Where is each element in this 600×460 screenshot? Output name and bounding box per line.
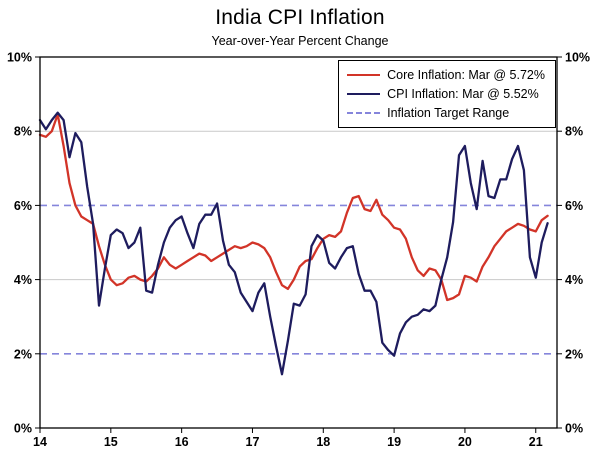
- svg-text:0%: 0%: [14, 422, 32, 436]
- svg-text:8%: 8%: [565, 125, 583, 139]
- legend-label-cpi: CPI Inflation: Mar @ 5.52%: [387, 86, 539, 101]
- svg-text:17: 17: [246, 435, 260, 449]
- svg-text:10%: 10%: [565, 51, 590, 65]
- cpi-line-swatch: [347, 92, 381, 95]
- core-line-swatch: [347, 73, 381, 76]
- svg-text:15: 15: [104, 435, 118, 449]
- legend: Core Inflation: Mar @ 5.72% CPI Inflatio…: [338, 60, 556, 128]
- svg-text:21: 21: [529, 435, 543, 449]
- legend-item-cpi: CPI Inflation: Mar @ 5.52%: [347, 84, 545, 103]
- svg-text:14: 14: [33, 435, 47, 449]
- x-axis: 14 15 16 17 18 19 20 21: [33, 428, 543, 449]
- svg-text:6%: 6%: [14, 199, 32, 213]
- svg-text:20: 20: [458, 435, 472, 449]
- svg-text:6%: 6%: [565, 199, 583, 213]
- svg-text:4%: 4%: [565, 273, 583, 287]
- svg-text:0%: 0%: [565, 422, 583, 436]
- target-range-swatch: [347, 111, 381, 114]
- svg-text:8%: 8%: [14, 125, 32, 139]
- svg-text:2%: 2%: [565, 347, 583, 361]
- inflation-target-lines: [40, 204, 557, 355]
- legend-item-target: Inflation Target Range: [347, 103, 545, 122]
- legend-label-target: Inflation Target Range: [387, 105, 510, 120]
- y-axis: 0% 0% 2% 2% 4% 4% 6% 6% 8% 8% 10% 10%: [7, 51, 590, 436]
- legend-item-core: Core Inflation: Mar @ 5.72%: [347, 65, 545, 84]
- plot-border: [39, 56, 558, 429]
- svg-text:18: 18: [316, 435, 330, 449]
- svg-text:16: 16: [175, 435, 189, 449]
- chart-subtitle: Year-over-Year Percent Change: [211, 34, 389, 48]
- svg-text:19: 19: [387, 435, 401, 449]
- svg-text:4%: 4%: [14, 273, 32, 287]
- legend-label-core: Core Inflation: Mar @ 5.72%: [387, 67, 545, 82]
- cpi-inflation-line: [38, 111, 549, 376]
- svg-text:2%: 2%: [14, 347, 32, 361]
- core-inflation-line: [38, 113, 549, 302]
- chart-title: India CPI Inflation: [215, 6, 385, 29]
- svg-text:10%: 10%: [7, 51, 32, 65]
